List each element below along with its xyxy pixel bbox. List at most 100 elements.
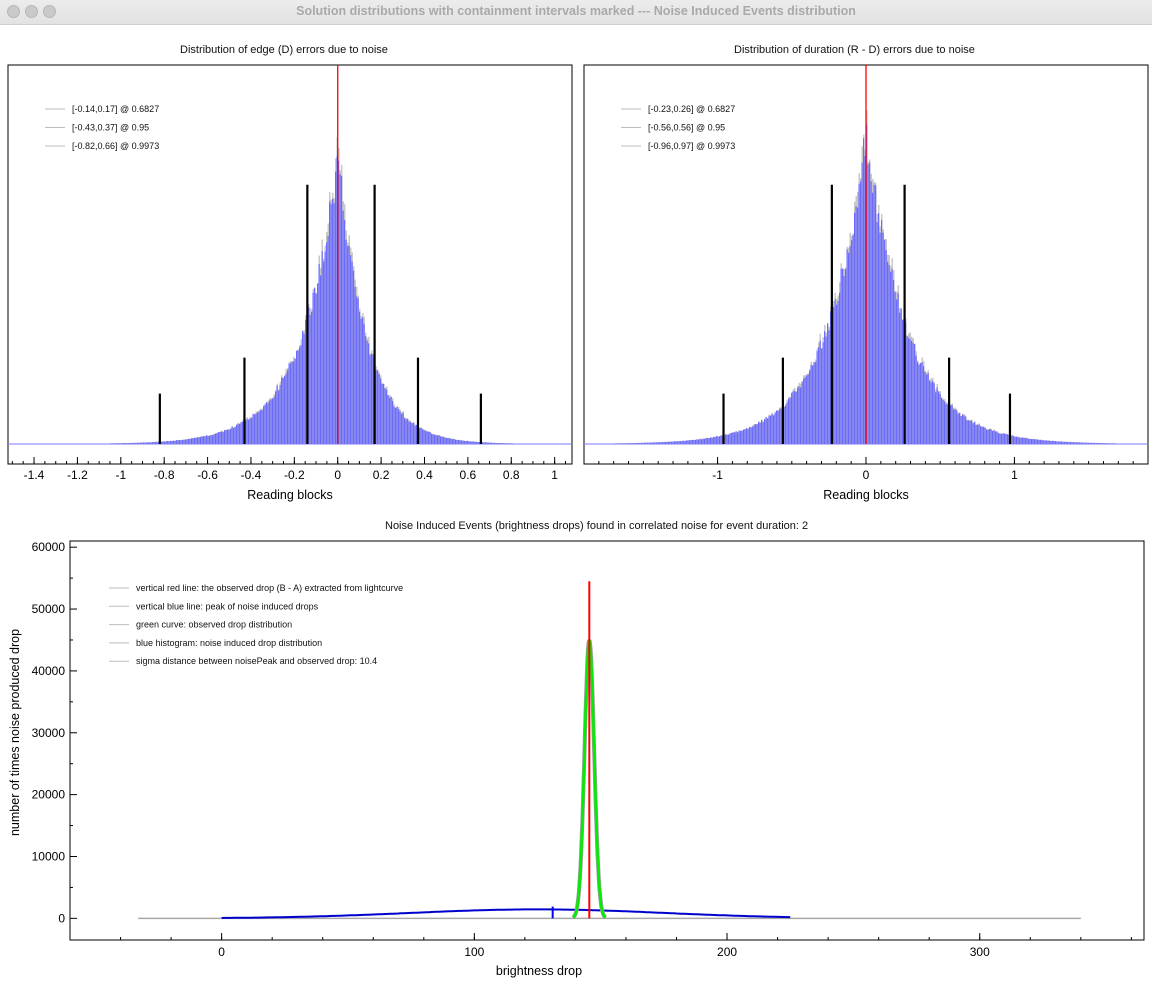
histogram-bar xyxy=(966,420,968,444)
histogram-bar xyxy=(785,405,787,444)
histogram-bar xyxy=(342,210,344,444)
histogram-bar xyxy=(1088,442,1090,444)
histogram-bar xyxy=(311,311,313,444)
histogram-bar xyxy=(978,424,980,444)
histogram-bar xyxy=(131,442,133,444)
histogram-bar xyxy=(132,442,134,444)
histogram-bar xyxy=(615,443,617,444)
histogram-bar xyxy=(443,436,445,444)
histogram-bar xyxy=(614,443,616,444)
zoom-window-button[interactable] xyxy=(43,5,56,18)
histogram-bar xyxy=(156,441,158,444)
noise-events-chart: 0 10000 20000 30000 40000 50000 60000 0 100 200 30… xyxy=(8,540,1145,978)
histogram-bar xyxy=(780,408,782,444)
histogram-bar xyxy=(818,347,820,444)
histogram-bar xyxy=(486,442,488,444)
histogram-bar xyxy=(405,419,407,444)
histogram-bar xyxy=(1026,437,1028,444)
histogram-bar xyxy=(803,378,805,444)
histogram-bar xyxy=(392,400,394,444)
histogram-bar xyxy=(944,401,946,444)
histogram-bar xyxy=(321,251,323,444)
histogram-bar xyxy=(726,434,728,444)
histogram-bar xyxy=(854,213,856,444)
histogram-bar xyxy=(918,364,920,444)
histogram-bar xyxy=(1017,437,1019,444)
histogram-bar xyxy=(735,431,737,444)
histogram-bar xyxy=(665,441,667,444)
histogram-bar xyxy=(804,377,806,444)
histogram-bar xyxy=(326,242,328,444)
histogram-bar xyxy=(198,437,200,444)
legend-entry-1: [-0.43,0.37] @ 0.95 xyxy=(72,123,149,133)
histogram-bar xyxy=(377,370,379,444)
histogram-bar xyxy=(912,343,914,444)
histogram-bar xyxy=(338,160,340,444)
histogram-bar xyxy=(743,429,745,444)
histogram-bar xyxy=(959,413,961,444)
histogram-bar xyxy=(261,410,263,444)
histogram-bar xyxy=(953,409,955,444)
histogram-bar xyxy=(875,185,877,444)
histogram-bar xyxy=(246,418,248,444)
histogram-bar xyxy=(287,370,289,444)
histogram-bar xyxy=(809,370,811,444)
histogram-bar xyxy=(626,443,628,444)
histogram-bar xyxy=(113,443,115,444)
histogram-bar xyxy=(435,435,437,444)
histogram-bar xyxy=(675,441,677,444)
x-axis-label: Reading blocks xyxy=(823,488,908,502)
minimize-window-button[interactable] xyxy=(25,5,38,18)
histogram-bar xyxy=(282,377,284,444)
histogram-bar xyxy=(690,439,692,444)
histogram-bar xyxy=(1070,441,1072,444)
histogram-bar xyxy=(224,430,226,444)
x-tick-label: 300 xyxy=(970,945,990,959)
plot-frame xyxy=(69,540,1145,941)
histogram-bar xyxy=(647,442,649,444)
histogram-bar xyxy=(822,342,824,444)
histogram-bar xyxy=(872,192,874,444)
histogram-bar xyxy=(936,387,938,444)
histogram-bar xyxy=(125,443,127,444)
y-tick-label: 40000 xyxy=(32,664,66,678)
histogram-bar xyxy=(821,348,823,444)
histogram-bar xyxy=(767,418,769,444)
histogram-bar xyxy=(158,441,160,444)
histogram-bar xyxy=(300,345,302,444)
histogram-bar xyxy=(1097,442,1099,444)
histogram-bar xyxy=(840,268,842,444)
histogram-bar xyxy=(272,398,274,444)
legend-entry-0: [-0.14,0.17] @ 0.6827 xyxy=(72,104,159,114)
close-window-button[interactable] xyxy=(7,5,20,18)
histogram-bar xyxy=(830,311,832,444)
histogram-bar xyxy=(1020,437,1022,444)
histogram-bar xyxy=(233,427,235,444)
histogram-bar xyxy=(119,443,121,444)
histogram-bar xyxy=(470,441,472,444)
histogram-bar xyxy=(933,383,935,444)
histogram-bar xyxy=(147,442,149,444)
histogram-bar xyxy=(162,441,164,444)
histogram-bar xyxy=(249,418,251,444)
histogram-bar xyxy=(642,442,644,444)
histogram-bar xyxy=(191,438,193,444)
histogram-bar xyxy=(1068,442,1070,444)
histogram-bar xyxy=(173,440,175,444)
y-tick-label: 60000 xyxy=(32,540,66,554)
histogram-bar xyxy=(386,389,388,444)
histogram-bar xyxy=(174,440,176,444)
histogram-bar xyxy=(731,432,733,444)
duration-errors-title: Distribution of duration (R - D) errors … xyxy=(734,44,975,56)
histogram-bar xyxy=(879,232,881,444)
histogram-bar xyxy=(1115,443,1117,444)
histogram-bar xyxy=(737,432,739,444)
histogram-bar xyxy=(431,433,433,444)
histogram-bar xyxy=(255,413,257,444)
histogram-bar xyxy=(134,442,136,444)
histogram-bar xyxy=(629,443,631,444)
histogram-bar xyxy=(752,426,754,444)
histogram-bar xyxy=(477,442,479,444)
histogram-bar xyxy=(1001,434,1003,444)
histogram-bar xyxy=(828,330,830,444)
